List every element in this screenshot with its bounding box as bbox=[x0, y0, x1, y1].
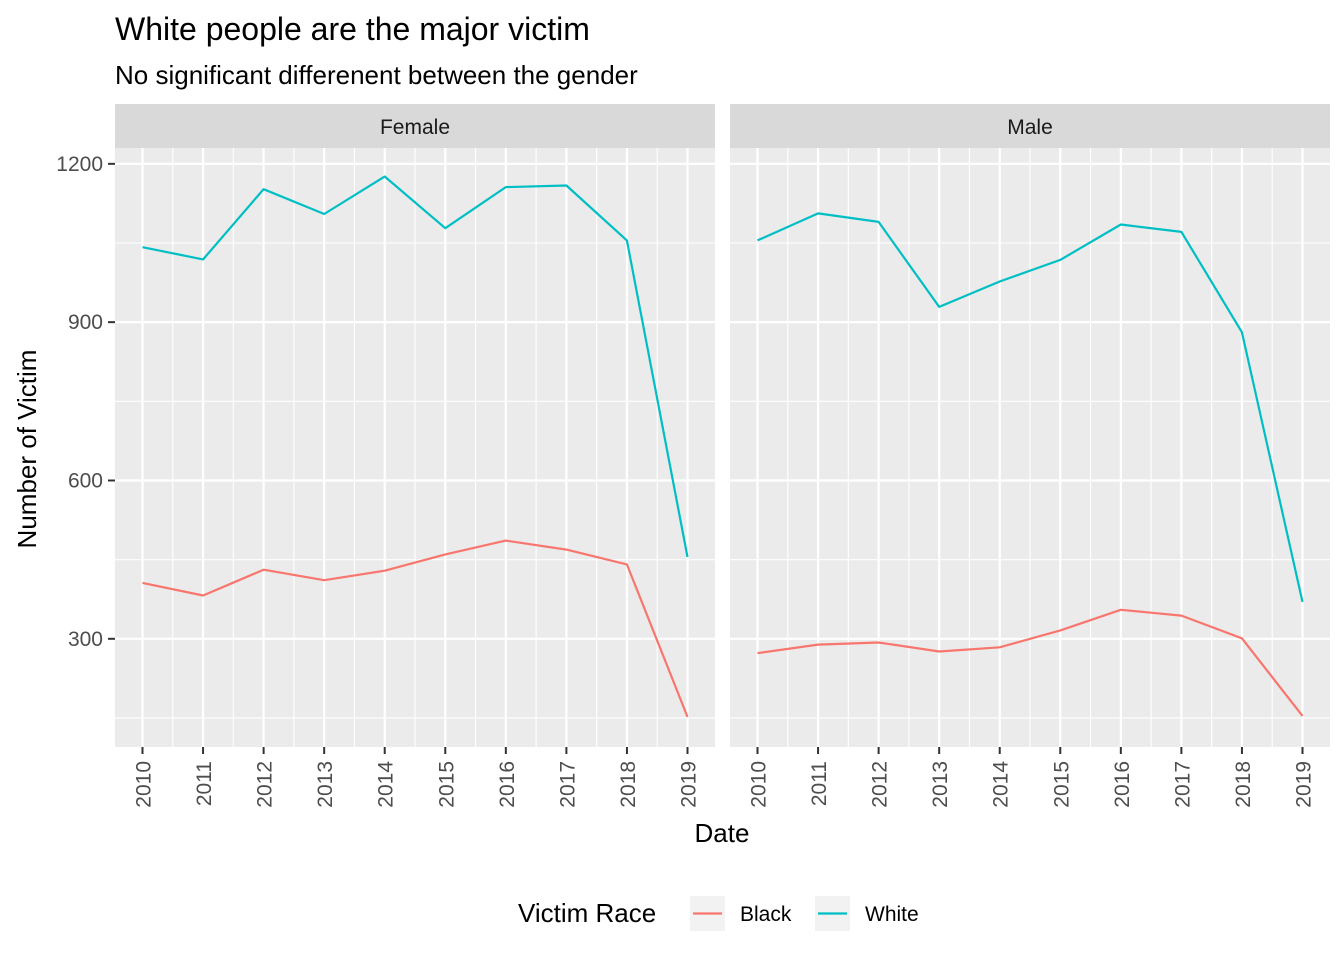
x-tick-label: 2012 bbox=[869, 761, 892, 808]
facet-panels: Female 2010 2011 2012 2013 2014 2015 2016 2017 20… bbox=[56, 104, 1330, 808]
x-tick-label: 2015 bbox=[435, 761, 458, 808]
legend-title: Victim Race bbox=[518, 898, 656, 928]
facet-strip-label: Female bbox=[380, 116, 450, 139]
legend-label-black: Black bbox=[740, 903, 792, 926]
legend-label-white: White bbox=[865, 903, 919, 926]
y-tick-label: 900 bbox=[68, 311, 103, 334]
x-tick-label: 2019 bbox=[678, 761, 701, 808]
x-tick-label: 2014 bbox=[990, 761, 1013, 808]
x-tick-label: 2018 bbox=[617, 761, 640, 808]
x-tick-label: 2016 bbox=[1111, 761, 1134, 808]
series-line-white bbox=[757, 212, 1304, 603]
x-tick-label: 2010 bbox=[133, 761, 156, 808]
panel-male: Male 2010 2011 2012 2013 2014 2015 2016 2017 2018… bbox=[730, 104, 1330, 808]
x-tick-label: 2014 bbox=[375, 761, 398, 808]
x-tick-label: 2015 bbox=[1050, 761, 1073, 808]
y-axis-label: Number of Victim bbox=[12, 350, 42, 549]
y-tick-label: 300 bbox=[68, 628, 103, 651]
panel-female: Female 2010 2011 2012 2013 2014 2015 2016 2017 20… bbox=[56, 104, 715, 808]
x-tick-label: 2013 bbox=[929, 761, 952, 808]
chart-title: White people are the major victim bbox=[115, 11, 590, 47]
x-axis-label: Date bbox=[695, 818, 750, 848]
chart-subtitle: No significant differenent between the g… bbox=[115, 60, 638, 90]
x-tick-label: 2010 bbox=[748, 761, 771, 808]
x-tick-label: 2016 bbox=[496, 761, 519, 808]
x-tick-label: 2017 bbox=[1171, 761, 1194, 808]
y-tick-label: 600 bbox=[68, 469, 103, 492]
facet-strip bbox=[730, 104, 1330, 148]
x-tick-label: 2011 bbox=[808, 761, 831, 806]
x-tick-label: 2013 bbox=[314, 761, 337, 808]
series-line-black bbox=[757, 608, 1304, 717]
x-tick-label: 2019 bbox=[1293, 761, 1316, 808]
x-tick-label: 2011 bbox=[193, 761, 216, 806]
x-tick-label: 2018 bbox=[1232, 761, 1255, 808]
y-tick-label: 1200 bbox=[56, 153, 103, 176]
series-line-white bbox=[142, 175, 689, 558]
legend-entries: Black White bbox=[690, 896, 919, 931]
facet-strip bbox=[115, 104, 715, 148]
legend: Victim Race Black White bbox=[518, 896, 919, 931]
facet-strip-label: Male bbox=[1007, 116, 1053, 139]
x-tick-label: 2017 bbox=[556, 761, 579, 808]
x-tick-label: 2012 bbox=[254, 761, 277, 808]
series-line-black bbox=[142, 539, 689, 718]
